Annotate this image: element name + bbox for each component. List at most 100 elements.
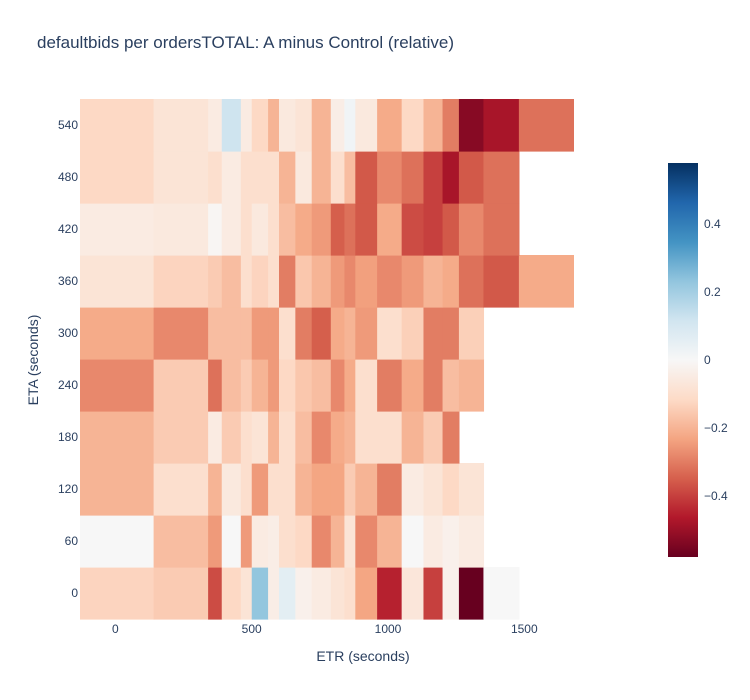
heatmap-cell — [458, 99, 485, 152]
heatmap-cell — [295, 463, 313, 516]
heatmap-cell — [377, 99, 403, 152]
y-axis-title: ETA (seconds) — [25, 315, 41, 406]
heatmap-cell — [401, 463, 425, 516]
heatmap-cell — [221, 307, 242, 360]
heatmap-cell — [251, 515, 269, 568]
colorbar-tick-label: 0.2 — [704, 285, 721, 299]
heatmap-cell — [153, 99, 209, 152]
heatmap-cell — [295, 255, 313, 308]
heatmap-cell — [442, 151, 460, 204]
heatmap-cell — [240, 515, 253, 568]
heatmap-cell — [80, 567, 155, 620]
heatmap-cell — [355, 515, 378, 568]
heatmap-cell — [251, 463, 269, 516]
heatmap-cell — [268, 203, 280, 256]
heatmap-cell — [344, 515, 356, 568]
heatmap-cell — [458, 307, 485, 360]
heatmap-cell — [311, 567, 332, 620]
heatmap-cell — [268, 99, 280, 152]
x-tick-label: 0 — [112, 622, 119, 636]
heatmap-cell — [80, 99, 155, 152]
heatmap-cell — [355, 463, 378, 516]
heatmap-cell — [483, 203, 520, 256]
heatmap-cell — [251, 203, 269, 256]
heatmap-cell — [344, 359, 356, 412]
x-tick-label: 1500 — [511, 622, 538, 636]
heatmap-cell — [268, 151, 280, 204]
heatmap-cell — [377, 515, 403, 568]
heatmap-cell — [80, 515, 155, 568]
heatmap-cell — [401, 99, 425, 152]
heatmap-cell — [344, 99, 356, 152]
heatmap-cell — [458, 463, 485, 516]
y-tick-label: 480 — [58, 170, 78, 184]
heatmap-cell — [208, 463, 223, 516]
heatmap-cell — [442, 463, 460, 516]
heatmap-cell — [423, 203, 444, 256]
heatmap-cell — [377, 463, 403, 516]
heatmap-cell — [401, 255, 425, 308]
heatmap-cell — [295, 203, 313, 256]
heatmap-cell — [330, 307, 346, 360]
heatmap-cell — [311, 99, 332, 152]
heatmap-cell — [221, 411, 242, 464]
heatmap-cell — [344, 411, 356, 464]
heatmap-cell — [330, 255, 346, 308]
heatmap-cell — [295, 567, 313, 620]
heatmap-cell — [458, 203, 485, 256]
heatmap-cell — [251, 255, 269, 308]
heatmap-cell — [401, 359, 425, 412]
heatmap-cell — [377, 203, 403, 256]
heatmap-cell — [330, 463, 346, 516]
heatmap-cell — [240, 99, 253, 152]
heatmap-cell — [268, 359, 280, 412]
heatmap-cell — [518, 255, 574, 308]
heatmap-cell — [483, 99, 520, 152]
x-tick-label: 500 — [242, 622, 262, 636]
heatmap-cell — [153, 567, 209, 620]
heatmap-cell — [208, 307, 223, 360]
heatmap-cell — [311, 255, 332, 308]
heatmap-cell — [355, 359, 378, 412]
heatmap-cell — [279, 515, 296, 568]
heatmap-cell — [279, 359, 296, 412]
heatmap-cell — [208, 151, 223, 204]
colorbar-tick-label: 0.4 — [704, 217, 721, 231]
heatmap-cells — [80, 99, 574, 620]
colorbar-tick-label: −0.2 — [704, 421, 728, 435]
heatmap-cell — [423, 99, 444, 152]
heatmap-cell — [221, 203, 242, 256]
heatmap-cell — [268, 411, 280, 464]
heatmap-cell — [208, 515, 223, 568]
x-tick-label: 1000 — [375, 622, 402, 636]
heatmap-cell — [268, 567, 280, 620]
x-axis-ticks: 0 500 1000 1500 — [112, 622, 538, 636]
heatmap-cell — [240, 411, 253, 464]
heatmap-cell — [401, 203, 425, 256]
y-tick-label: 0 — [71, 586, 78, 600]
heatmap-cell — [344, 567, 356, 620]
heatmap-cell — [442, 567, 460, 620]
heatmap-cell — [295, 359, 313, 412]
heatmap-cell — [268, 255, 280, 308]
chart-title: defaultbids per ordersTOTAL: A minus Con… — [37, 33, 454, 52]
heatmap-cell — [208, 359, 223, 412]
heatmap-cell — [423, 255, 444, 308]
heatmap-cell — [279, 151, 296, 204]
heatmap-cell — [483, 151, 520, 204]
heatmap-cell — [251, 567, 269, 620]
heatmap-cell — [295, 99, 313, 152]
y-tick-label: 360 — [58, 274, 78, 288]
heatmap-cell — [153, 307, 209, 360]
heatmap-cell — [221, 99, 242, 152]
heatmap-cell — [423, 151, 444, 204]
heatmap-cell — [355, 203, 378, 256]
heatmap-cell — [240, 203, 253, 256]
heatmap-cell — [240, 255, 253, 308]
heatmap-cell — [442, 255, 460, 308]
heatmap-cell — [208, 203, 223, 256]
heatmap-cell — [221, 151, 242, 204]
heatmap-cell — [268, 307, 280, 360]
heatmap-cell — [279, 307, 296, 360]
heatmap-cell — [221, 463, 242, 516]
